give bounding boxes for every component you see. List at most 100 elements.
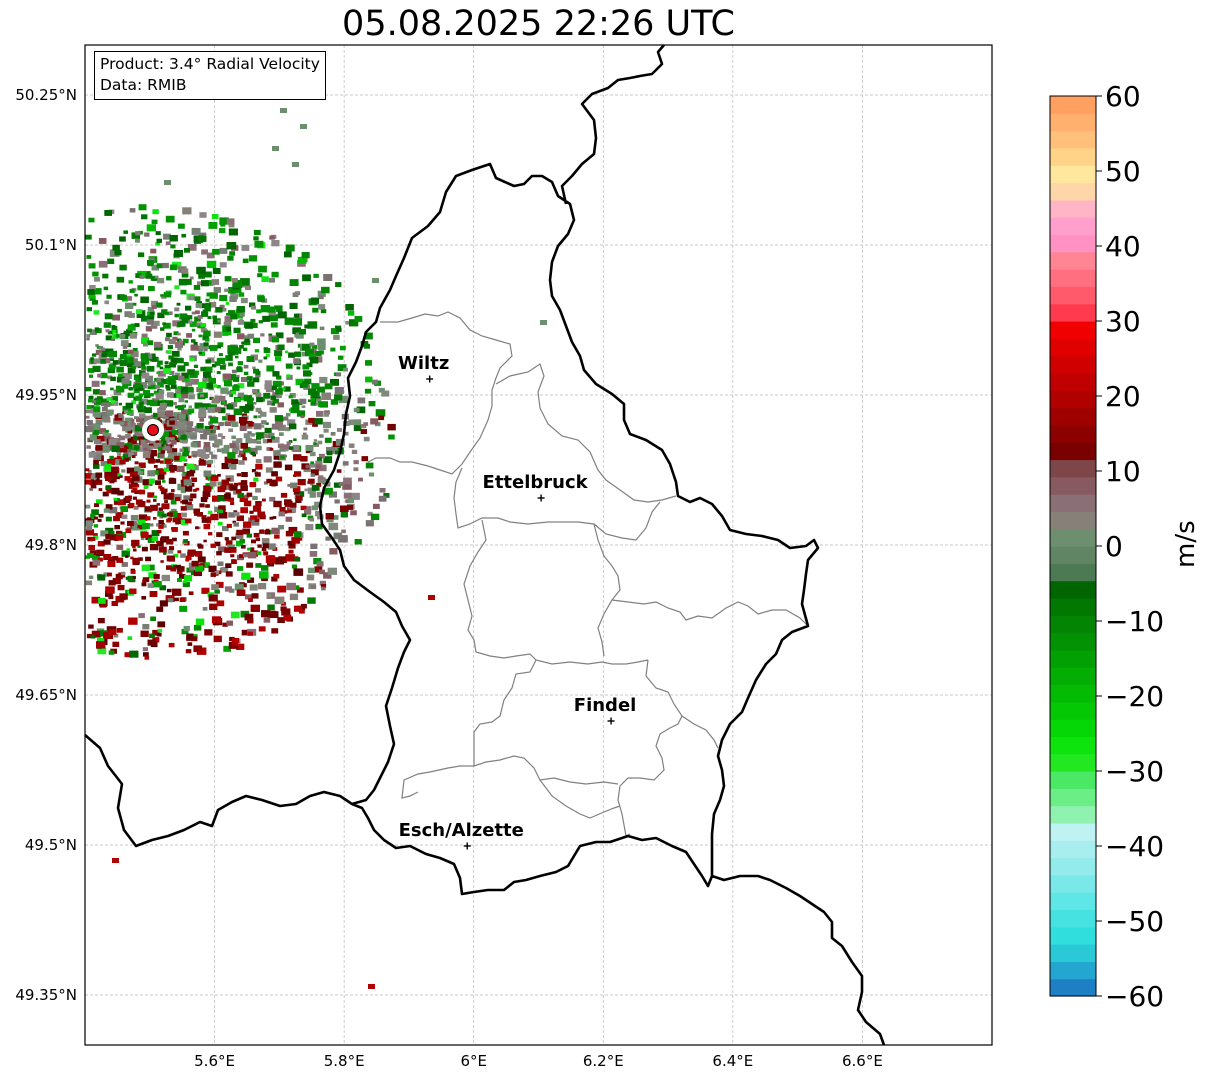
velocity-echo-pixel — [249, 447, 258, 455]
colorbar-swatch — [1050, 892, 1096, 911]
velocity-echo-pixel — [99, 358, 107, 364]
velocity-echo-pixel — [324, 383, 333, 390]
velocity-echo-pixel — [98, 598, 106, 604]
velocity-echo-pixel — [236, 438, 243, 443]
velocity-echo-pixel — [257, 511, 266, 518]
velocity-echo-pixel — [189, 498, 193, 502]
velocity-echo-pixel — [267, 561, 274, 567]
velocity-echo-pixel — [116, 530, 123, 536]
velocity-echo-pixel — [130, 556, 134, 560]
velocity-echo-pixel — [257, 544, 262, 548]
velocity-echo-pixel — [193, 645, 203, 653]
velocity-echo-pixel — [294, 605, 302, 612]
velocity-echo-pixel — [269, 516, 274, 520]
colorbar-swatch — [1050, 546, 1096, 564]
velocity-echo-pixel — [96, 499, 103, 505]
velocity-echo-pixel — [327, 567, 337, 575]
velocity-echo-pixel — [209, 603, 218, 610]
velocity-echo-pixel — [164, 458, 172, 464]
velocity-echo-pixel — [128, 481, 133, 485]
velocity-echo-pixel — [128, 452, 134, 457]
velocity-echo-pixel — [126, 409, 134, 415]
velocity-echo-pixel — [284, 350, 289, 354]
velocity-echo-pixel — [208, 301, 217, 308]
velocity-echo-pixel — [119, 475, 123, 478]
velocity-echo-pixel — [381, 390, 390, 397]
velocity-echo-pixel — [250, 433, 255, 437]
velocity-echo-pixel — [162, 322, 166, 326]
velocity-echo-pixel — [103, 286, 109, 291]
velocity-echo-pixel — [157, 312, 165, 319]
velocity-echo-pixel — [105, 335, 113, 341]
velocity-echo-pixel — [372, 379, 379, 385]
velocity-echo-pixel — [167, 345, 173, 350]
velocity-echo-pixel — [290, 482, 298, 489]
velocity-echo-pixel — [241, 572, 251, 580]
velocity-echo-pixel — [96, 396, 103, 401]
velocity-echo-pixel — [153, 320, 160, 326]
velocity-echo-pixel — [85, 426, 94, 433]
velocity-echo-pixel — [242, 528, 250, 535]
velocity-echo-pixel — [365, 376, 373, 383]
velocity-echo-pixel — [221, 447, 230, 454]
velocity-echo-pixel — [201, 249, 208, 255]
velocity-echo-pixel — [167, 392, 174, 398]
colorbar-swatch — [1050, 528, 1096, 547]
velocity-echo-pixel — [141, 366, 147, 370]
velocity-echo-pixel — [165, 241, 171, 246]
velocity-echo-pixel — [102, 432, 109, 437]
velocity-echo-pixel — [310, 461, 314, 465]
velocity-echo-pixel — [184, 575, 193, 582]
velocity-echo-pixel — [145, 271, 151, 276]
velocity-echo-pixel — [188, 405, 192, 408]
velocity-echo-pixel — [317, 290, 326, 297]
velocity-echo-pixel — [269, 479, 278, 487]
velocity-echo-pixel — [99, 601, 107, 608]
velocity-echo-pixel — [221, 479, 229, 486]
velocity-echo-pixel — [133, 384, 139, 389]
velocity-echo-pixel — [310, 398, 315, 402]
velocity-echo-pixel — [190, 442, 198, 448]
velocity-echo-pixel — [92, 300, 98, 305]
velocity-echo-pixel — [365, 360, 372, 366]
velocity-echo-pixel — [310, 473, 315, 477]
velocity-echo-pixel — [175, 496, 181, 502]
velocity-echo-pixel — [143, 485, 149, 489]
velocity-echo-pixel — [146, 319, 154, 325]
velocity-echo-pixel — [318, 464, 327, 472]
velocity-echo-pixel — [234, 312, 244, 319]
velocity-echo-pixel — [164, 400, 174, 407]
colorbar-tick-label: −20 — [1105, 680, 1164, 713]
velocity-echo-pixel — [354, 316, 363, 322]
velocity-echo-pixel — [208, 594, 218, 602]
velocity-echo-pixel — [197, 449, 206, 456]
velocity-echo-pixel — [233, 522, 239, 527]
velocity-echo-pixel — [133, 435, 140, 441]
velocity-echo-pixel — [181, 404, 186, 408]
velocity-echo-pixel — [248, 598, 253, 602]
velocity-echo-pixel — [101, 411, 107, 416]
velocity-echo-pixel — [143, 342, 148, 347]
velocity-echo-pixel — [140, 630, 149, 637]
velocity-echo-pixel — [197, 315, 203, 319]
velocity-echo-pixel — [263, 433, 269, 438]
velocity-echo-pixel — [213, 331, 222, 338]
velocity-echo-pixel — [256, 440, 262, 444]
colorbar-swatch — [1050, 96, 1096, 114]
velocity-echo-pixel — [159, 487, 165, 491]
velocity-echo-pixel — [153, 517, 157, 520]
velocity-echo-pixel — [231, 641, 238, 647]
velocity-echo-pixel — [166, 350, 172, 354]
velocity-echo-pixel — [141, 358, 150, 365]
velocity-echo-pixel — [161, 513, 167, 518]
velocity-echo-pixel — [209, 481, 217, 487]
velocity-echo-pixel — [311, 383, 320, 390]
velocity-echo-pixel — [149, 633, 155, 639]
velocity-echo-pixel — [147, 306, 155, 312]
velocity-echo-pixel — [171, 357, 178, 363]
velocity-echo-pixel — [236, 374, 240, 378]
velocity-echo-pixel — [236, 306, 245, 313]
velocity-echo-pixel — [150, 248, 157, 254]
velocity-echo-pixel — [86, 517, 95, 524]
velocity-echo-pixel — [112, 641, 120, 647]
